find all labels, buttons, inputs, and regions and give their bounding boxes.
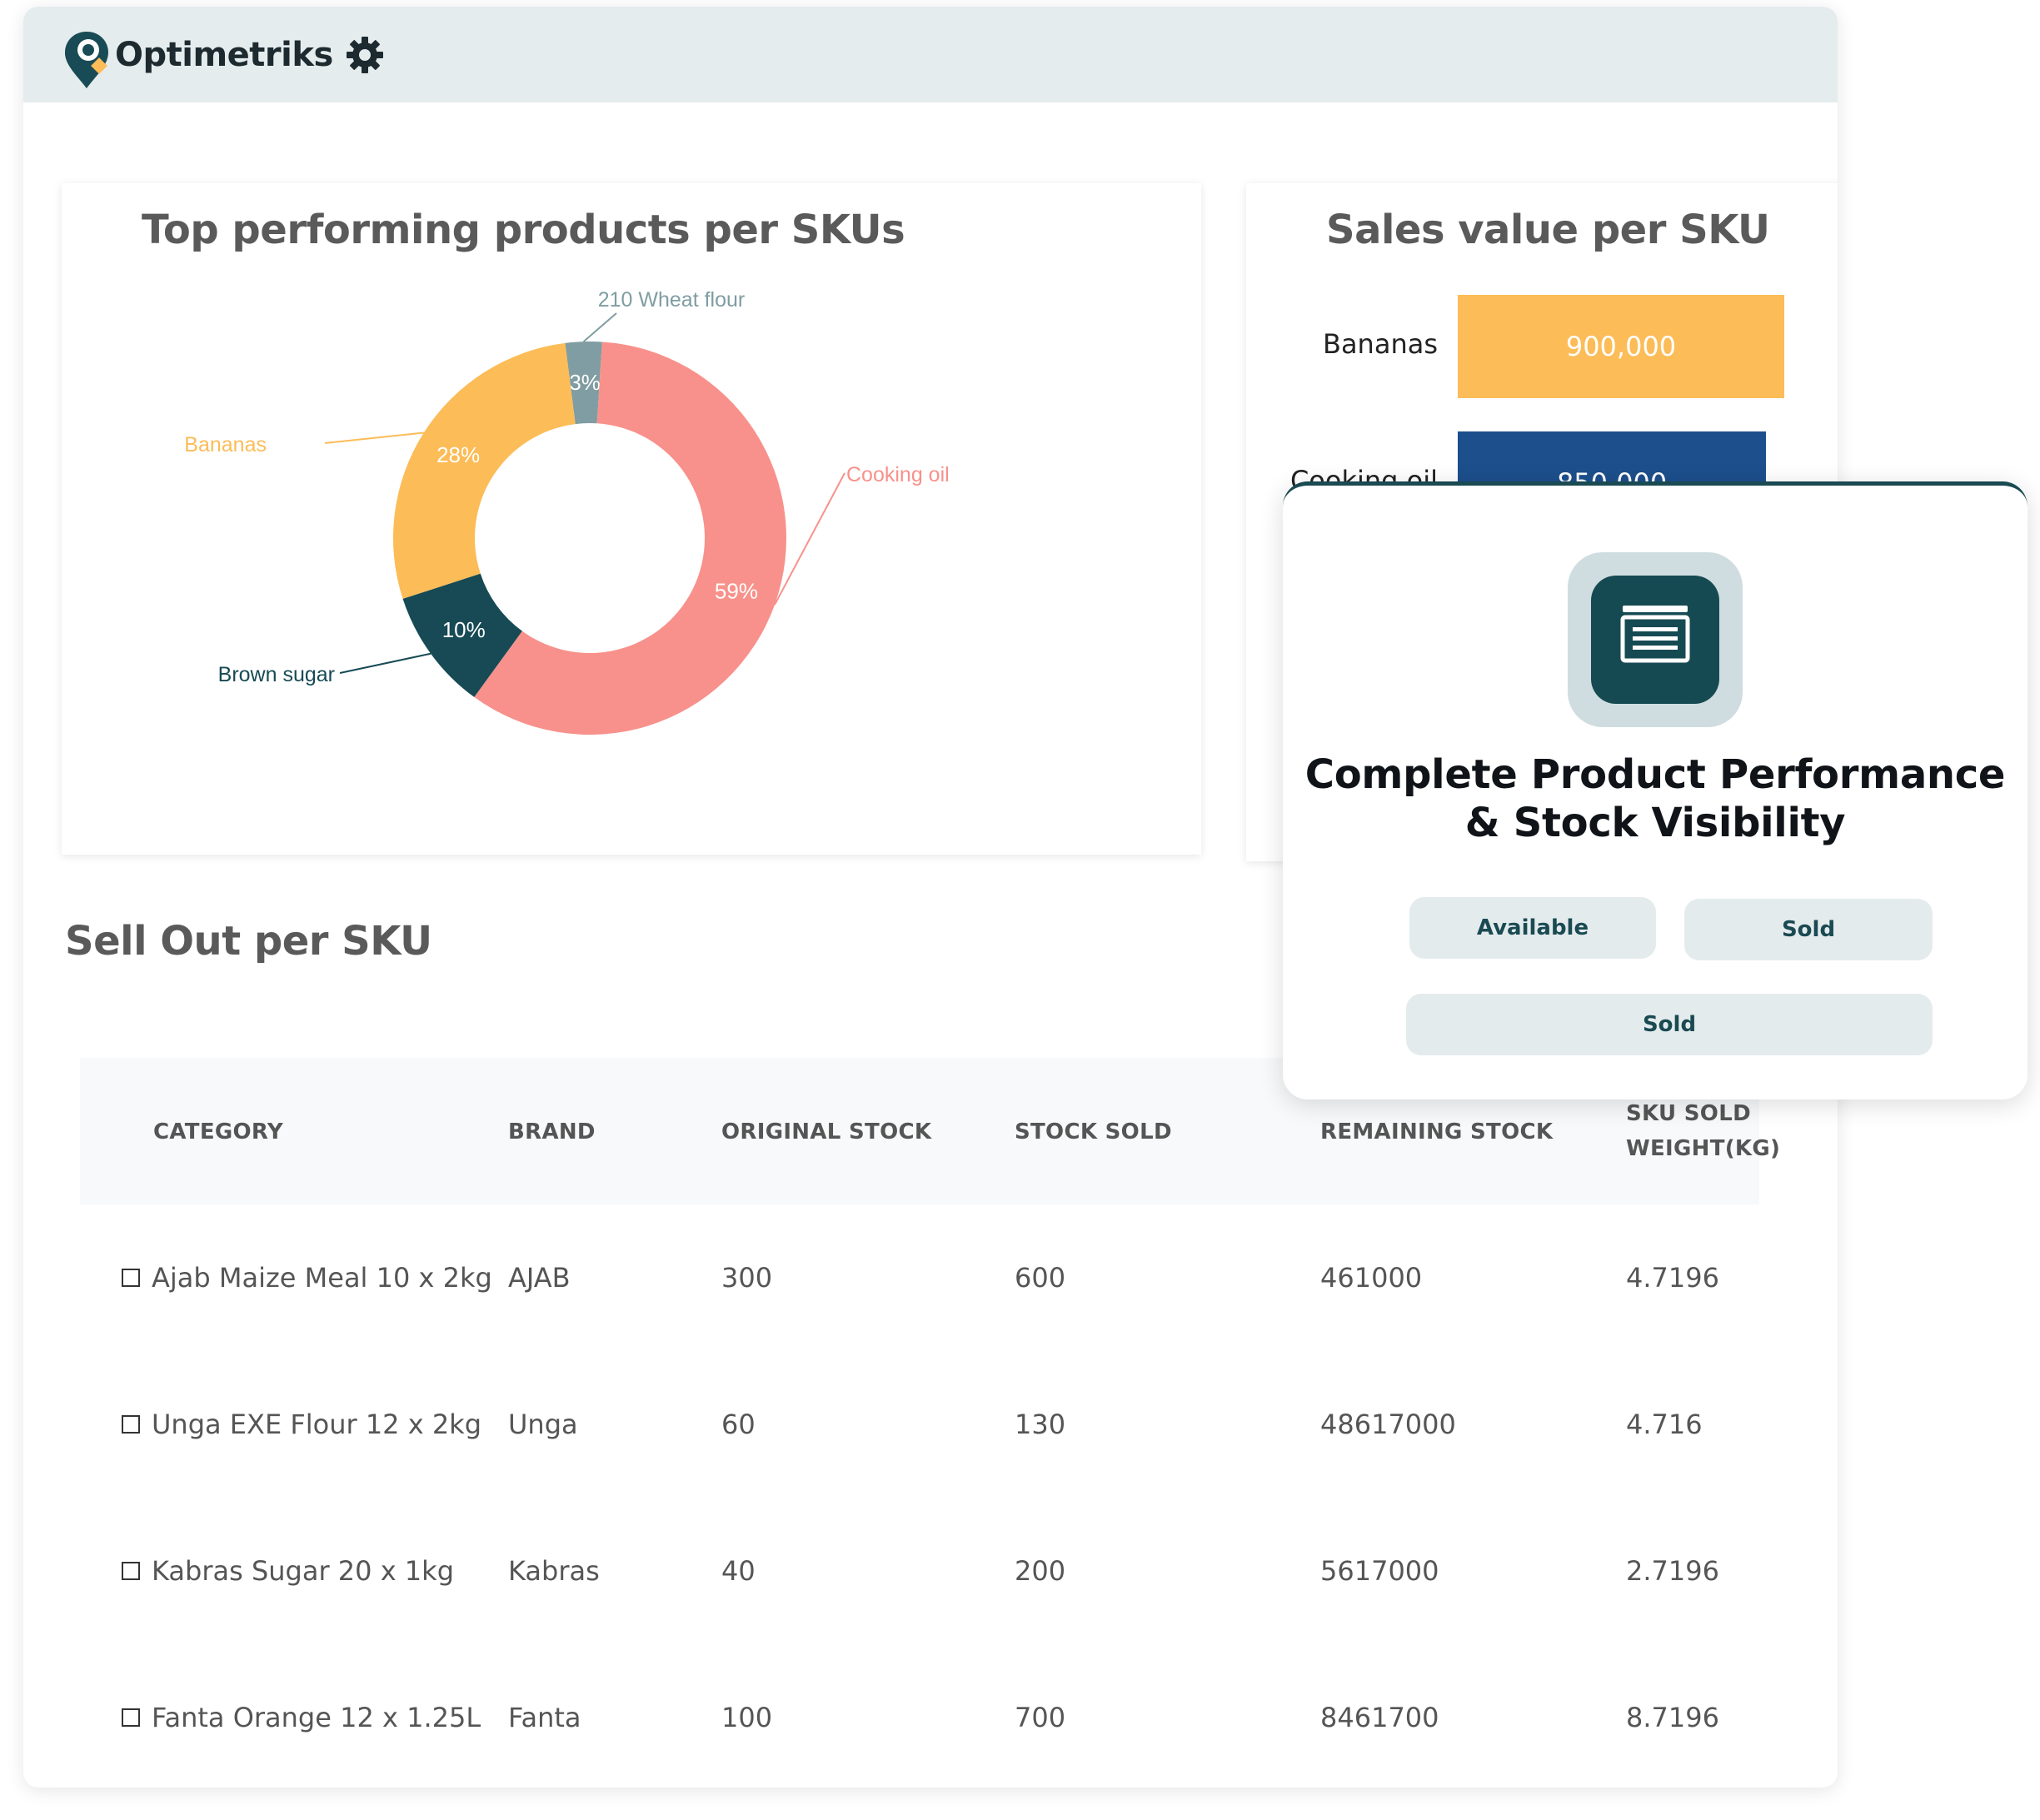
sold-pill-button[interactable]: Sold [1684,899,1933,960]
col-sku-sold-weight-line1: SKU SOLD [1626,1101,1751,1126]
cell-stock-sold: 700 [1015,1702,1066,1733]
cell-category: Unga EXE Flour 12 x 2kg [152,1409,482,1440]
row-checkbox[interactable] [122,1708,140,1727]
cell-remaining-stock: 5617000 [1320,1555,1439,1587]
donut-leader-cooking-oil [774,472,845,606]
cell-remaining-stock: 8461700 [1320,1702,1439,1733]
popup-icon-frame [1568,552,1743,727]
donut-slice-brown-sugar[interactable] [402,573,522,697]
popup-icon-tile [1591,576,1719,704]
donut-value-brown-sugar: 10% [442,617,486,642]
table-row[interactable]: Ajab Maize Meal 10 x 2kg AJAB 300 600 46… [80,1204,1759,1351]
top-bar: Optimetriks [23,7,1838,102]
available-pill-button[interactable]: Available [1409,897,1656,959]
donut-leader-brown-sugar [339,652,431,674]
col-original-stock[interactable]: ORIGINAL STOCK [721,1119,932,1144]
row-checkbox[interactable] [122,1562,140,1580]
cell-stock-sold: 200 [1015,1555,1066,1587]
col-sku-sold-weight-line2: WEIGHT(KG) [1626,1136,1781,1161]
cell-stock-sold: 130 [1015,1409,1066,1440]
bar-category-label: Bananas [1322,328,1438,360]
settings-gear-icon[interactable] [345,35,385,75]
donut-slice-wheat-flour[interactable] [565,342,602,425]
donut-slice-bananas[interactable] [393,342,576,599]
cell-weight: 4.716 [1626,1409,1703,1440]
sellout-title: Sell Out per SKU [65,918,432,965]
cell-brand: AJAB [508,1262,571,1294]
cell-category: Fanta Orange 12 x 1.25L [152,1702,481,1733]
popup-title: Complete Product Performance & Stock Vis… [1283,750,2028,847]
window-list-icon [1620,606,1690,663]
bar-value-label: 900,000 [1565,331,1677,362]
col-category[interactable]: CATEGORY [153,1119,283,1144]
table-row[interactable]: Fanta Orange 12 x 1.25L Fanta 100 700 84… [80,1644,1759,1788]
donut-slice-cooking-oil[interactable] [474,342,786,735]
col-brand[interactable]: BRAND [508,1119,596,1144]
donut-label-wheat-flour: 210 Wheat flour [598,288,746,312]
col-sku-sold-weight[interactable]: SKU SOLD WEIGHT(KG) [1626,1101,1780,1161]
table-row[interactable]: Kabras Sugar 20 x 1kg Kabras 40 200 5617… [80,1498,1759,1644]
cell-brand: Fanta [508,1702,581,1733]
brand-name: Optimetriks [115,35,333,74]
donut-label-brown-sugar: Brown sugar [218,663,335,686]
cell-remaining-stock: 461000 [1320,1262,1423,1294]
cell-original-stock: 300 [721,1262,773,1294]
cell-category: Kabras Sugar 20 x 1kg [152,1555,454,1587]
cell-remaining-stock: 48617000 [1320,1409,1456,1440]
cell-stock-sold: 600 [1015,1262,1066,1294]
row-checkbox[interactable] [122,1415,140,1434]
donut-label-bananas: Bananas [184,433,267,456]
cell-category: Ajab Maize Meal 10 x 2kg [152,1262,492,1294]
donut-label-cooking-oil: Cooking oil [846,463,950,486]
cell-brand: Unga [508,1409,578,1440]
cell-brand: Kabras [508,1555,600,1587]
sales-value-title: Sales value per SKU [1326,207,1770,253]
donut-value-wheat-flour: 3% [569,370,601,395]
donut-leader-wheat-flour [582,312,617,342]
optimetriks-logo-icon [65,31,108,88]
cell-weight: 2.7196 [1626,1555,1719,1587]
col-remaining-stock[interactable]: REMAINING STOCK [1320,1119,1554,1144]
sold-wide-pill-button[interactable]: Sold [1406,994,1933,1055]
cell-original-stock: 100 [721,1702,773,1733]
cell-original-stock: 60 [721,1409,756,1440]
row-checkbox[interactable] [122,1269,140,1287]
top-products-donut-chart: 3% 210 Wheat flour 59% Cooking oil 10% Brown … [184,288,950,735]
cell-original-stock: 40 [721,1555,756,1587]
cell-weight: 8.7196 [1626,1702,1719,1733]
donut-value-bananas: 28% [436,442,480,467]
col-stock-sold[interactable]: STOCK SOLD [1015,1119,1172,1144]
donut-leader-bananas [324,431,424,444]
cell-weight: 4.7196 [1626,1262,1719,1294]
top-products-title: Top performing products per SKUs [142,207,905,253]
product-visibility-popup: Complete Product Performance & Stock Vis… [1283,481,2028,1099]
donut-value-cooking-oil: 59% [715,578,758,603]
popup-title-line1: Complete Product Performance [1304,751,2006,798]
top-products-card: Top performing products per SKUs 3% 210 W… [62,183,1201,855]
bar-bananas[interactable]: 900,000 [1458,295,1784,398]
popup-title-line2: & Stock Visibility [1464,800,1846,846]
table-row[interactable]: Unga EXE Flour 12 x 2kg Unga 60 130 4861… [80,1351,1759,1498]
